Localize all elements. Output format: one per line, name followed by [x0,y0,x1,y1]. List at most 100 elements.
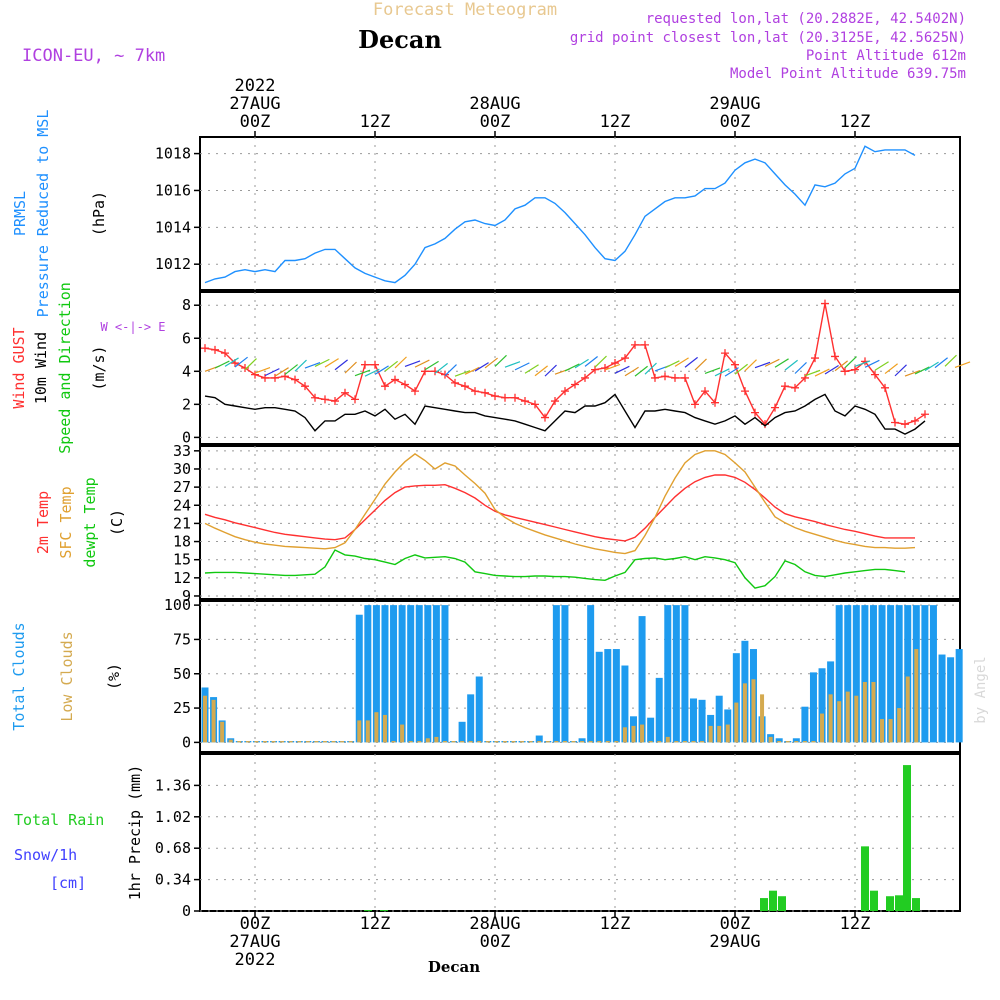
gust-marker [381,382,389,391]
footer-location: Decan [428,958,480,976]
wind-direction-arrow [844,356,857,369]
pressure-ytick-label: 1016 [155,181,191,199]
top-time-label: 12Z [600,112,631,132]
gust-marker [371,360,379,369]
bottom-time-label: 12Z [840,914,871,934]
wind-direction-arrow [834,360,848,372]
total-clouds-bar [552,605,560,743]
total-clouds-bar [398,605,406,743]
gust-marker [301,382,309,391]
wind-direction-arrow [864,359,880,368]
total-clouds-bar [467,694,475,743]
top-time-label: 12Z [840,112,871,132]
low-clouds-bar [845,691,850,743]
rain-bar [364,910,372,912]
wind-direction-arrow [484,357,498,369]
temperature-series-line [204,474,915,542]
low-clouds-bar [880,719,885,743]
low-clouds-bar [288,741,293,743]
low-clouds-bar [485,741,490,743]
total-clouds-bar [604,649,612,743]
top-time-label: 27AUG [229,94,280,114]
gust-marker [541,413,549,422]
rain-bar [870,890,878,911]
wind-direction-arrow [214,360,230,369]
total-clouds-bar [895,605,903,743]
wind-direction-arrow [694,358,707,371]
wind-direction-arrow [784,359,798,371]
total-clouds-bar [809,672,817,743]
temperature-ytick-label: 24 [173,496,191,514]
total-clouds-bar [801,706,809,743]
low-clouds-bar [665,736,670,743]
temperature-ytick-label: 9 [182,587,191,605]
wind-direction-arrow [804,369,821,377]
temperature-ytick-label: 30 [173,460,191,478]
wind-direction-arrow [644,362,657,375]
low-clouds-bar [862,681,867,743]
wind-direction-arrow [604,363,621,371]
low-clouds-bar [382,714,387,743]
low-clouds-bar [400,724,405,743]
wind-direction-arrow [274,367,289,377]
low-clouds-bar [280,741,285,743]
clouds-ytick-label: 50 [173,665,191,683]
wind-compass: W <-|-> E [100,320,165,334]
gust-marker [721,349,729,358]
low-clouds-bar [237,741,242,743]
total-clouds-bar [372,605,380,743]
wind-direction-arrow [854,360,871,367]
precip-frame [199,753,961,912]
low-clouds-bar [220,721,225,743]
gust-marker [771,403,779,412]
low-clouds-bar [725,724,730,743]
wind-direction-arrow [814,368,830,377]
wind-direction-arrow [324,358,339,368]
total-clouds-bar [878,605,886,743]
wind-direction-arrow [744,359,757,372]
low-clouds-bar [460,741,465,743]
wind-direction-arrow [904,369,921,377]
low-clouds-bar [708,725,713,743]
low-clouds-bar [502,741,507,743]
legend-total-rain: Total Rain [14,811,104,829]
wind-direction-arrow [594,355,607,368]
wind-direction-arrow [934,357,948,369]
pressure-ytick-label: 1014 [155,218,191,236]
wind-direction-arrow [504,361,521,368]
gust-marker [401,380,409,389]
wind-direction-arrow [264,368,280,377]
wind-axis-label: 10m Wind [32,332,50,404]
gust-marker [681,373,689,382]
low-clouds-bar [700,741,705,743]
low-clouds-bar [717,725,722,743]
requested-coords: requested lon,lat (20.2882E, 42.5402N) [646,11,966,27]
low-clouds-bar [648,741,653,743]
gust-marker [641,340,649,349]
gust-marker [531,400,539,409]
gust-marker [881,383,889,392]
gust-marker [361,360,369,369]
low-clouds-bar [331,741,336,743]
top-time-label: 28AUG [469,94,520,114]
wind-ytick-label: 6 [182,329,191,347]
total-clouds-bar [647,717,655,743]
wind-direction-arrow [574,358,589,369]
rain-bar [895,895,903,911]
wind-direction-arrow [624,366,639,377]
pressure-ytick-label: 1018 [155,145,191,163]
low-clouds-bar [554,741,559,743]
wind-direction-arrow [394,356,407,369]
gust-marker [441,370,449,379]
low-clouds-bar [340,741,345,743]
bottom-time-label: 28AUG [469,914,520,934]
chart-subtitle: Forecast Meteogram [373,0,557,20]
gust-marker [391,375,399,384]
gust-marker [251,370,259,379]
total-clouds-bar [904,605,912,743]
low-clouds-bar [588,741,593,743]
wind-direction-arrow [234,356,248,368]
gust-marker [221,349,229,358]
gust-marker [831,352,839,361]
total-clouds-bar [672,605,680,743]
